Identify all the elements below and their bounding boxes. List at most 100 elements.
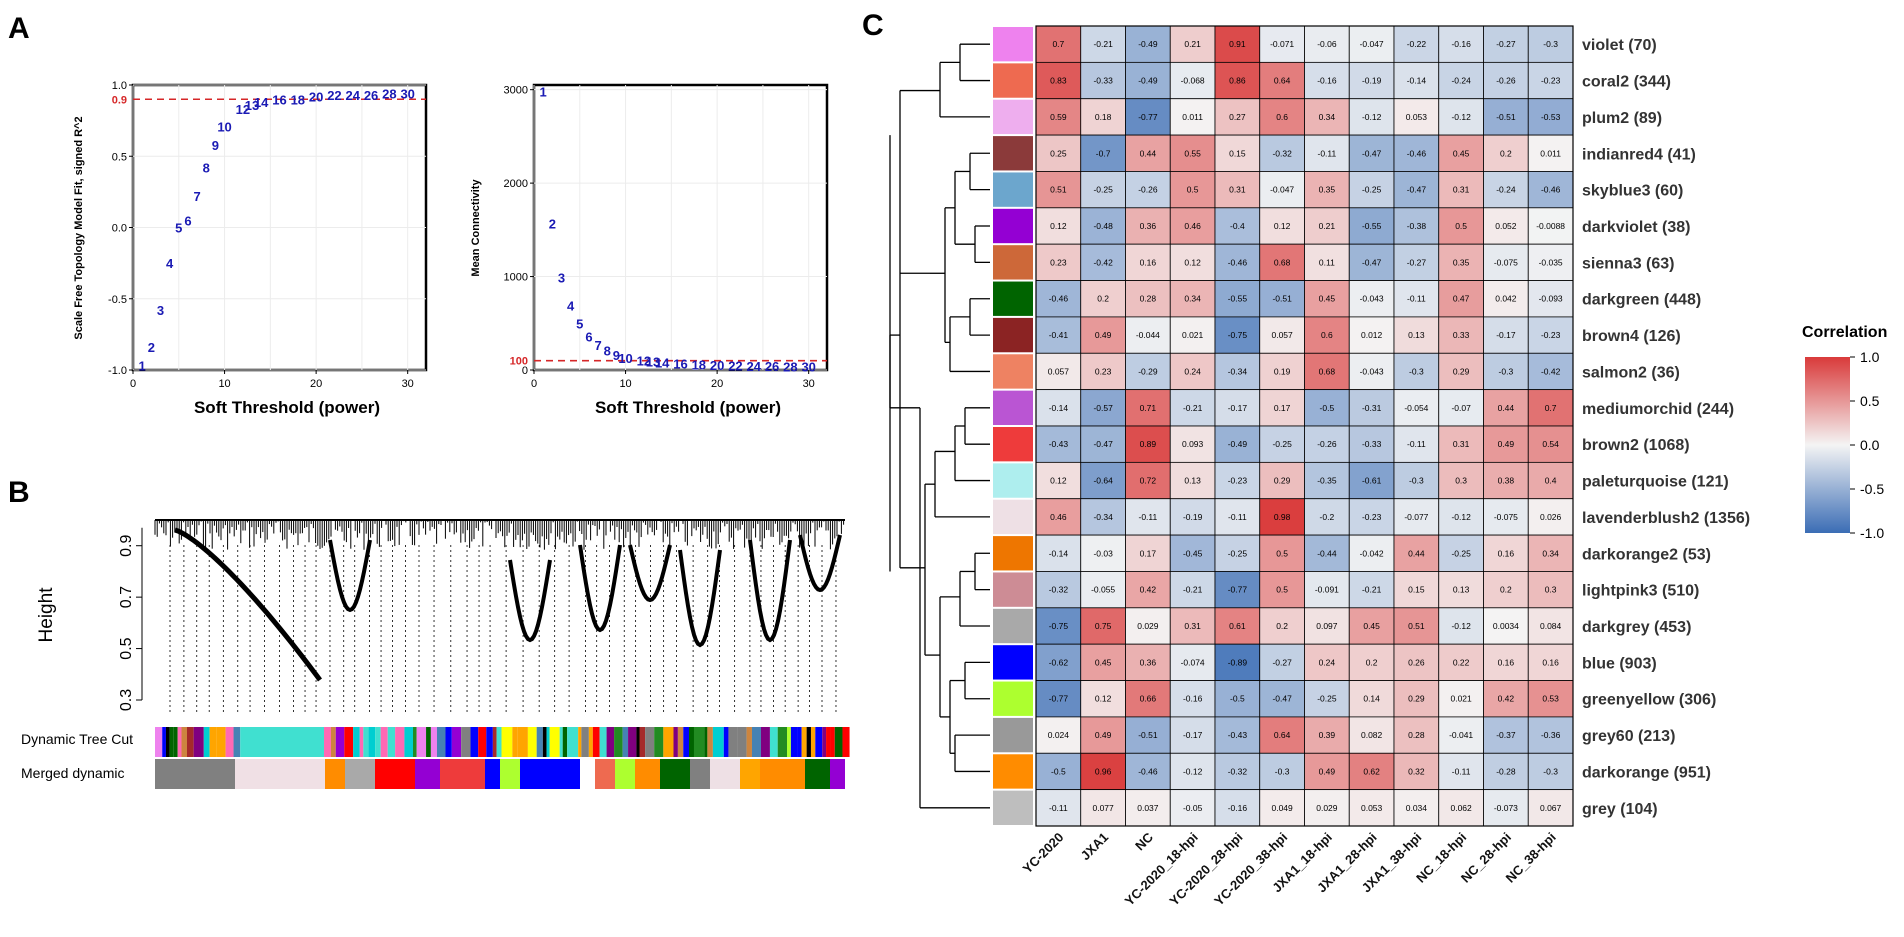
cell-value: -0.23 [1362,512,1382,522]
heatmap-cell [1080,752,1126,791]
power-point: 9 [212,138,219,153]
cell-value: 0.13 [1408,330,1425,340]
module-segment [436,727,446,757]
heatmap-cell [1527,389,1574,427]
cell-value: 0.16 [1140,257,1157,267]
heatmap-cell [1125,789,1171,827]
module-segment [155,727,163,757]
heatmap-cell [1080,25,1126,63]
cell-value: -0.33 [1093,76,1113,86]
cell-value: -0.51 [1496,112,1516,122]
heatmap-cell [1035,607,1082,645]
heatmap-cell [1080,789,1126,827]
y-tick-label: 3000 [504,85,528,97]
cell-value: 0.51 [1408,621,1425,631]
cell-value: -0.3 [1543,39,1558,49]
y-tick-label: -0.5 [108,294,127,306]
cell-value: 0.45 [1453,148,1470,158]
cell-value: 0.34 [1184,294,1201,304]
cell-value: -0.34 [1228,366,1248,376]
heatmap-cell [1214,680,1261,718]
heatmap-cell [1214,243,1261,281]
merged-module-segment [805,759,830,789]
module-color-swatch [993,572,1033,607]
module-segment [712,727,724,757]
module-color-swatch [993,608,1033,644]
heatmap-cell [1035,789,1082,827]
power-point: 8 [604,343,611,358]
cell-value: 0.42 [1498,694,1515,704]
heatmap-cell [1527,280,1574,318]
module-label: grey (104) [1582,801,1658,818]
panel-label-a: A [8,12,30,45]
module-segment [801,727,807,757]
heatmap-cell [1483,280,1529,318]
module-segment [416,727,427,757]
cell-value: -0.51 [1138,730,1158,740]
module-segment [186,727,194,757]
merged-module-segment [375,759,415,789]
module-segment [445,727,452,757]
heatmap-cell [1125,571,1171,609]
cell-value: -0.24 [1451,76,1471,86]
cell-value: 0.029 [1316,803,1338,813]
cell-value: -0.49 [1138,39,1158,49]
cell-value: -0.3 [1409,366,1424,376]
cell-value: -0.48 [1093,221,1113,231]
heatmap-cell [1393,389,1440,427]
colorbar-tick-label: 0.0 [1860,437,1880,453]
power-point: 13 [245,98,259,113]
heatmap-cell [1483,61,1529,100]
heatmap-cell [1125,716,1171,754]
heatmap-cell [1304,607,1350,645]
module-segment [760,727,770,757]
cell-value: -0.26 [1138,185,1158,195]
heatmap-cell [1080,643,1126,681]
heatmap-cell [1259,389,1305,427]
colorbar-tick-label: 0.5 [1860,393,1880,409]
connectivity-plot-frame [532,83,829,372]
power-point: 26 [765,359,779,374]
cell-value: -0.46 [1049,294,1069,304]
cell-value: 0.12 [1274,221,1291,231]
cell-value: -0.7 [1096,148,1111,158]
heatmap-cell [1214,207,1261,245]
cell-value: -0.21 [1183,403,1203,413]
module-segment [203,727,210,757]
module-color-swatch [993,463,1033,498]
module-label: darkorange2 (53) [1582,546,1711,563]
module-segment [546,727,550,757]
cell-value: -0.03 [1093,548,1113,558]
heatmap-cell [1304,680,1350,718]
heatmap-cell [1393,498,1440,536]
heatmap-cell [1259,789,1305,827]
x-tick-label: 10 [619,378,631,390]
y-tick-label: 0.5 [118,637,135,659]
cell-value: -0.041 [1449,730,1473,740]
heatmap-cell [1527,571,1574,609]
cell-value: 0.4 [1545,476,1557,486]
heatmap-cell [1438,25,1484,63]
module-segment [395,727,405,757]
cell-value: -0.24 [1496,185,1516,195]
heatmap-cell [1304,571,1350,609]
cell-value: 0.29 [1274,476,1291,486]
heatmap-cell [1259,25,1305,63]
heatmap-cell [1393,716,1440,754]
heatmap-cell [1125,389,1171,427]
heatmap-cell [1214,61,1261,100]
heatmap-cell [1125,25,1171,63]
cell-value: -0.25 [1451,548,1471,558]
heatmap-cell [1438,571,1484,609]
power-point: 6 [585,329,592,344]
colorbar-tick-label: -0.5 [1860,481,1884,497]
cell-value: 0.5 [1276,548,1288,558]
cell-value: -0.26 [1317,439,1337,449]
heatmap-cell [1035,171,1082,209]
module-segment [826,727,831,757]
cell-value: 0.18 [1095,112,1112,122]
module-color-swatch [993,354,1033,389]
heatmap-cell [1214,643,1261,681]
cell-value: 0.89 [1140,439,1157,449]
cell-value: -0.043 [1360,366,1384,376]
